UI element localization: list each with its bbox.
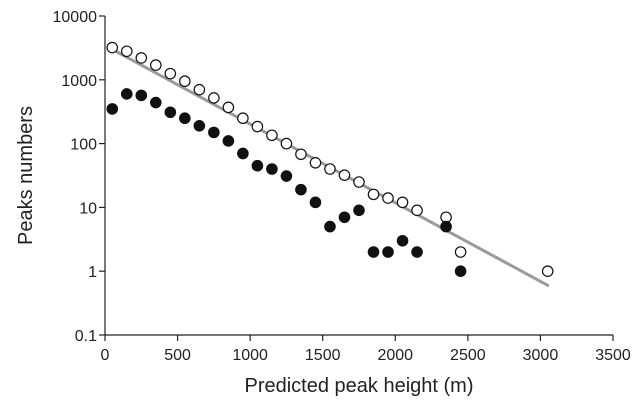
data-point-open — [106, 41, 119, 54]
data-point-filled — [324, 220, 336, 233]
data-point-filled — [120, 88, 133, 100]
data-point-filled — [237, 147, 249, 160]
data-point-filled — [353, 204, 365, 217]
data-point-open — [266, 129, 278, 142]
x-tick-label: 2000 — [377, 347, 413, 364]
data-point-open — [396, 196, 409, 209]
data-point-open — [179, 75, 191, 88]
x-tick-label: 1000 — [232, 347, 268, 364]
data-point-filled — [164, 106, 177, 119]
data-point-open — [135, 52, 148, 64]
data-point-open — [150, 59, 162, 71]
data-point-filled — [454, 265, 467, 277]
y-tick-label: 100 — [70, 137, 97, 154]
x-tick-label: 1500 — [305, 347, 341, 364]
data-point-filled — [222, 135, 235, 147]
data-point-open — [309, 157, 322, 169]
data-point-open — [367, 188, 380, 201]
plot-area — [106, 41, 554, 287]
data-point-filled — [295, 183, 307, 196]
data-point-filled — [280, 170, 293, 182]
data-point-open — [120, 45, 133, 58]
data-point-filled — [411, 246, 423, 258]
y-tick-label: 0.1 — [75, 328, 97, 345]
data-point-open — [353, 176, 365, 188]
data-point-filled — [440, 220, 452, 233]
y-tick-label: 1000 — [61, 73, 97, 90]
x-tick-label: 2500 — [450, 347, 486, 364]
data-point-open — [251, 120, 264, 133]
series-1 — [106, 41, 554, 277]
data-point-open — [208, 92, 220, 104]
x-tick-label: 0 — [101, 347, 110, 364]
x-axis-title: Predicted peak height (m) — [244, 375, 473, 397]
data-point-filled — [338, 211, 351, 224]
data-point-filled — [309, 196, 322, 209]
y-tick-label: 10000 — [53, 9, 98, 26]
data-point-open — [164, 67, 177, 80]
data-point-open — [541, 265, 554, 277]
data-point-open — [454, 246, 467, 258]
y-axis: 0.1 1 10 100 1000 10000 — [53, 9, 106, 345]
x-tick-label: 3500 — [595, 347, 631, 364]
data-point-open — [237, 112, 249, 125]
data-point-filled — [251, 159, 264, 172]
data-point-open — [280, 137, 293, 150]
data-point-filled — [382, 246, 394, 258]
x-tick-label: 3000 — [523, 347, 559, 364]
data-point-open — [411, 204, 423, 217]
data-point-open — [193, 83, 206, 96]
y-tick-label: 1 — [88, 264, 97, 281]
data-point-filled — [135, 89, 148, 102]
series-2 — [106, 88, 467, 277]
data-point-open — [324, 163, 336, 175]
data-point-filled — [266, 163, 278, 175]
data-point-filled — [367, 246, 380, 258]
data-point-filled — [208, 126, 220, 139]
data-point-open — [338, 169, 351, 181]
y-axis-title: Peaks numbers — [15, 106, 37, 245]
x-tick-label: 500 — [164, 347, 191, 364]
data-point-open — [222, 101, 235, 114]
data-point-filled — [150, 96, 162, 109]
data-point-open — [295, 148, 307, 161]
data-point-filled — [179, 112, 191, 125]
y-tick-label: 10 — [79, 200, 97, 217]
x-axis: 0 500 1000 1500 2000 2500 3000 3500 — [101, 334, 631, 364]
data-point-filled — [193, 120, 206, 132]
data-point-filled — [396, 234, 409, 247]
data-point-open — [382, 192, 394, 204]
data-point-filled — [106, 103, 119, 115]
